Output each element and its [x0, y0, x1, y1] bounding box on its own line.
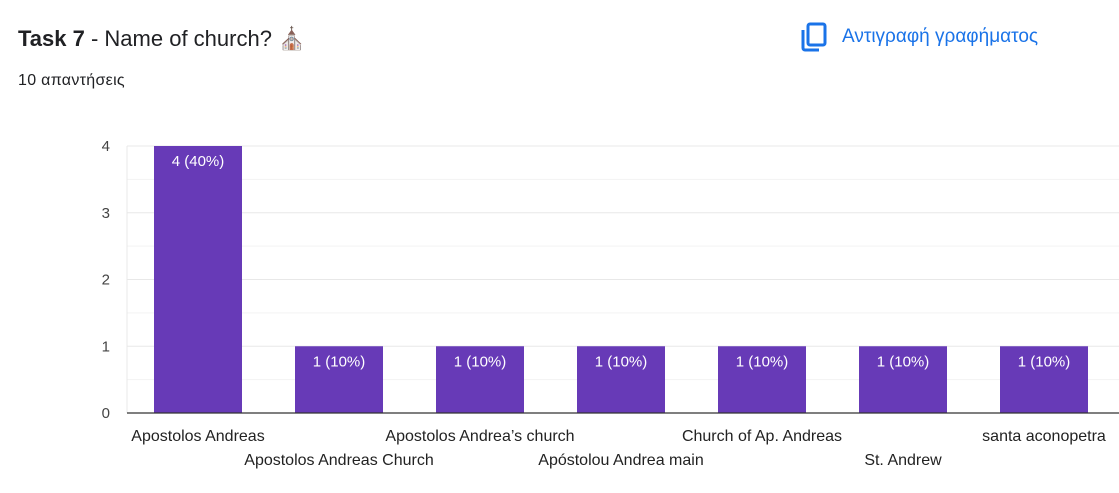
- x-category-label: Apóstolou Andrea main: [538, 452, 703, 469]
- data-label: 1 (10%): [1018, 353, 1071, 370]
- data-label: 1 (10%): [313, 353, 366, 370]
- copy-icon: [801, 22, 827, 52]
- x-category-label: Apostolos Andreas: [131, 428, 264, 445]
- copy-chart-button[interactable]: Αντιγραφή γραφήματος: [800, 22, 1038, 52]
- y-tick-label: 4: [102, 138, 110, 155]
- data-label: 1 (10%): [877, 353, 930, 370]
- bar: [718, 346, 806, 413]
- copy-chart-label: Αντιγραφή γραφήματος: [842, 26, 1039, 47]
- x-category-label: Apostolos Andreas Church: [244, 452, 433, 469]
- bar: [859, 346, 947, 413]
- x-category-label: Apostolos Andrea’s church: [385, 428, 574, 445]
- x-category-label: Church of Ap. Andreas: [682, 428, 842, 445]
- y-tick-label: 3: [102, 205, 110, 222]
- bar: [295, 346, 383, 413]
- y-tick-label: 2: [102, 272, 110, 289]
- bar: [154, 146, 242, 413]
- task-label: Task 7: [18, 26, 85, 51]
- data-label: 1 (10%): [595, 353, 648, 370]
- data-label: 4 (40%): [172, 153, 225, 170]
- x-category-label: St. Andrew: [864, 452, 942, 469]
- data-label: 1 (10%): [454, 353, 507, 370]
- data-label: 1 (10%): [736, 353, 789, 370]
- bar: [436, 346, 524, 413]
- bar: [577, 346, 665, 413]
- question-text: - Name of church?: [84, 26, 272, 51]
- y-tick-label: 1: [102, 338, 110, 355]
- response-count: 10 απαντήσεις: [18, 72, 125, 89]
- bar: [1000, 346, 1088, 413]
- church-icon: ⛪: [278, 26, 306, 51]
- question-title: Task 7 - Name of church? ⛪: [18, 26, 305, 52]
- x-category-label: santa aconopetra: [982, 428, 1106, 445]
- y-tick-label: 0: [102, 405, 110, 422]
